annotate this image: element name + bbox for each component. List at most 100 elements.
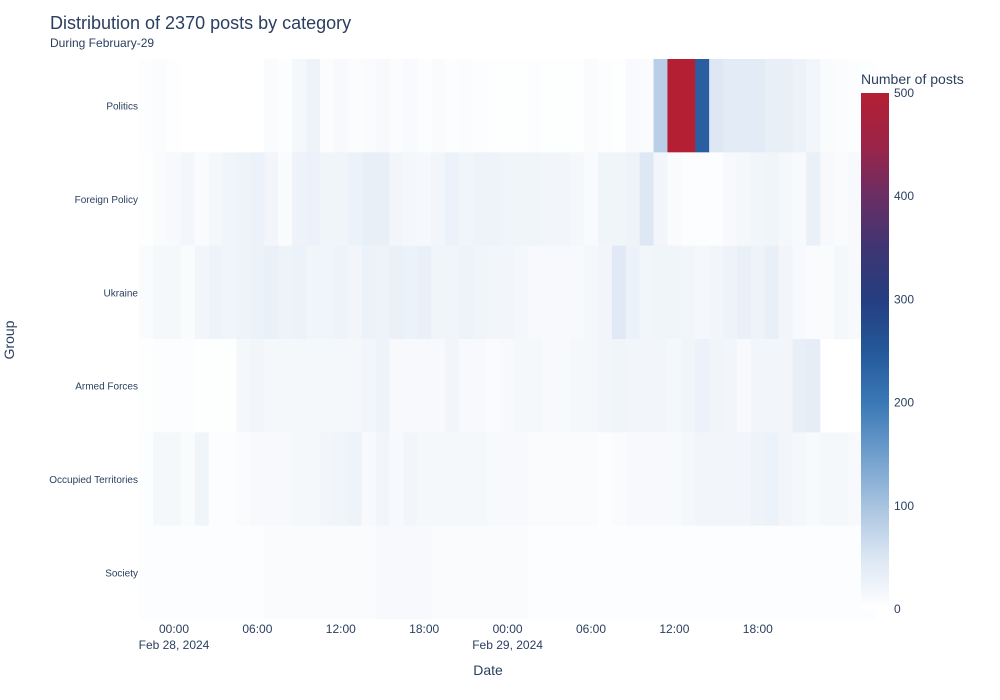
heatmap-cell [542, 339, 557, 433]
heatmap-cell [319, 432, 335, 526]
heatmap-cell [848, 525, 863, 620]
heatmap-cell [264, 432, 279, 526]
heatmap-cell [389, 245, 404, 340]
heatmap-cell [681, 432, 696, 526]
heatmap-cell [180, 59, 196, 153]
heatmap-cell [514, 432, 529, 526]
heatmap-cell [764, 152, 779, 246]
heatmap-cell [639, 432, 654, 526]
heatmap-cell [653, 59, 668, 153]
heatmap-cell [375, 339, 390, 433]
heatmap-cell [250, 525, 265, 620]
heatmap-cell [611, 339, 627, 433]
heatmap-cell [292, 525, 307, 620]
colorbar-tick-label: 300 [894, 292, 914, 306]
heatmap-cells [139, 59, 891, 620]
heatmap-cell [792, 59, 807, 153]
heatmap-cell [667, 525, 682, 620]
heatmap-cell [806, 152, 821, 246]
heatmap-cell [264, 245, 279, 340]
heatmap-cell [597, 245, 613, 340]
x-tick-label: 18:00 [743, 622, 773, 636]
heatmap-cell [792, 245, 807, 340]
heatmap-cell [250, 432, 265, 526]
heatmap-cell [778, 59, 793, 153]
heatmap-cell [333, 432, 349, 526]
heatmap-cell [570, 59, 585, 153]
heatmap-cell [375, 432, 390, 526]
heatmap-cell [292, 339, 307, 433]
heatmap-cell [528, 525, 543, 620]
heatmap-cell [333, 339, 349, 433]
heatmap-cell [278, 59, 293, 153]
heatmap-cell [222, 339, 237, 433]
heatmap-cell [236, 339, 251, 433]
heatmap-cell [403, 432, 418, 526]
heatmap-cell [778, 245, 793, 340]
heatmap-cell [278, 339, 293, 433]
heatmap-cell [764, 339, 779, 433]
heatmap-cell [403, 245, 418, 340]
heatmap-cell [528, 339, 543, 433]
heatmap-cell [486, 59, 501, 153]
heatmap-cell [306, 152, 321, 246]
heatmap-cell [306, 59, 321, 153]
heatmap-cell [806, 59, 821, 153]
heatmap-cell [514, 59, 529, 153]
heatmap-cell [625, 432, 640, 526]
heatmap-cell [500, 245, 515, 340]
heatmap-cell [208, 152, 223, 246]
heatmap-cell [306, 432, 321, 526]
heatmap-cell [584, 245, 599, 340]
heatmap-cell [347, 59, 362, 153]
heatmap-cell [236, 59, 251, 153]
heatmap-cell [431, 152, 446, 246]
heatmap-cell [180, 245, 196, 340]
heatmap-cell [556, 152, 571, 246]
heatmap-cell [403, 339, 418, 433]
heatmap-cell [194, 525, 210, 620]
heatmap-cell [250, 339, 265, 433]
heatmap-cell [361, 432, 376, 526]
heatmap-cell [375, 245, 390, 340]
colorbar-title: Number of posts [861, 71, 964, 87]
heatmap-cell [514, 152, 529, 246]
heatmap-cell [611, 152, 627, 246]
colorbar-tick-label: 200 [894, 396, 914, 410]
heatmap-cell [848, 432, 863, 526]
heatmap-cell [834, 525, 849, 620]
heatmap-cell [319, 152, 335, 246]
x-tick-date-label: Feb 29, 2024 [472, 638, 543, 652]
heatmap-cell [403, 59, 418, 153]
heatmap-cell [639, 152, 654, 246]
heatmap-cell [584, 525, 599, 620]
y-axis-title: Group [1, 320, 17, 359]
heatmap-cell [681, 59, 696, 153]
heatmap-cell [500, 432, 515, 526]
heatmap-cell [208, 245, 223, 340]
heatmap-cell [319, 59, 335, 153]
heatmap-cell [458, 432, 474, 526]
heatmap-cell [556, 245, 571, 340]
heatmap-cell [375, 152, 390, 246]
heatmap-cell [361, 152, 376, 246]
heatmap-cell [528, 59, 543, 153]
heatmap-cell [750, 245, 766, 340]
colorbar: Number of posts 0 100 200 300 400 500 [861, 71, 964, 616]
y-tick-label: Ukraine [104, 288, 139, 299]
heatmap-cell [153, 339, 168, 433]
heatmap-cell [458, 339, 474, 433]
heatmap-cell [681, 152, 696, 246]
colorbar-tick-label: 100 [894, 499, 914, 513]
x-tick-label: 12:00 [659, 622, 689, 636]
heatmap-cell [167, 525, 182, 620]
heatmap-cell [139, 59, 154, 153]
heatmap-cell [208, 339, 223, 433]
heatmap-cell [820, 152, 835, 246]
heatmap-cell [167, 152, 182, 246]
heatmap-cell [264, 339, 279, 433]
heatmap-cell [709, 152, 724, 246]
heatmap-cell [180, 339, 196, 433]
y-tick-label: Foreign Policy [75, 195, 138, 206]
